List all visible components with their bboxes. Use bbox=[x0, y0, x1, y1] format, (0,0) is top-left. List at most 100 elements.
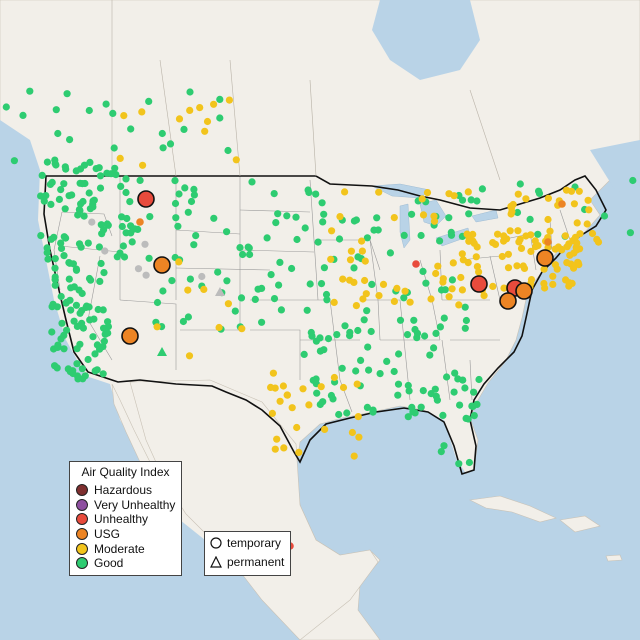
monitor-points[interactable] bbox=[2, 87, 637, 550]
good-monitor[interactable] bbox=[473, 197, 481, 205]
good-monitor[interactable] bbox=[127, 125, 135, 133]
good-monitor[interactable] bbox=[78, 289, 86, 298]
offline-monitor[interactable] bbox=[88, 218, 96, 226]
good-monitor[interactable] bbox=[373, 214, 381, 222]
moderate-monitor[interactable] bbox=[464, 259, 472, 267]
good-monitor[interactable] bbox=[383, 357, 391, 365]
good-monitor[interactable] bbox=[403, 331, 412, 339]
moderate-monitor[interactable] bbox=[295, 448, 303, 456]
moderate-monitor[interactable] bbox=[328, 227, 336, 235]
moderate-monitor[interactable] bbox=[354, 413, 362, 421]
good-monitor[interactable] bbox=[95, 243, 103, 251]
good-monitor[interactable] bbox=[324, 335, 333, 343]
moderate-monitor[interactable] bbox=[570, 264, 578, 272]
good-monitor[interactable] bbox=[467, 196, 475, 204]
moderate-monitor[interactable] bbox=[390, 297, 398, 305]
moderate-monitor[interactable] bbox=[339, 275, 347, 283]
good-monitor[interactable] bbox=[53, 303, 62, 311]
good-monitor[interactable] bbox=[277, 306, 285, 314]
moderate-monitor[interactable] bbox=[175, 115, 184, 123]
moderate-monitor[interactable] bbox=[279, 382, 287, 390]
moderate-monitor[interactable] bbox=[352, 302, 360, 310]
good-monitor[interactable] bbox=[216, 114, 224, 122]
moderate-monitor[interactable] bbox=[379, 280, 388, 288]
moderate-monitor[interactable] bbox=[573, 239, 581, 247]
moderate-monitor[interactable] bbox=[549, 280, 557, 288]
moderate-monitor[interactable] bbox=[449, 259, 457, 267]
good-monitor[interactable] bbox=[448, 276, 456, 284]
good-monitor[interactable] bbox=[86, 158, 94, 166]
good-monitor[interactable] bbox=[43, 249, 51, 257]
good-monitor[interactable] bbox=[128, 238, 136, 246]
good-monitor[interactable] bbox=[43, 158, 52, 166]
good-monitor[interactable] bbox=[122, 188, 130, 197]
moderate-monitor[interactable] bbox=[358, 237, 366, 245]
moderate-monitor[interactable] bbox=[472, 253, 480, 261]
good-monitor[interactable] bbox=[119, 242, 127, 250]
good-monitor[interactable] bbox=[37, 232, 45, 240]
good-monitor[interactable] bbox=[136, 176, 144, 184]
good-monitor[interactable] bbox=[363, 403, 371, 411]
moderate-monitor[interactable] bbox=[215, 323, 223, 332]
good-monitor[interactable] bbox=[341, 322, 349, 330]
good-monitor[interactable] bbox=[376, 370, 384, 378]
good-monitor[interactable] bbox=[92, 165, 100, 173]
good-monitor[interactable] bbox=[408, 210, 416, 218]
good-monitor[interactable] bbox=[626, 229, 635, 237]
moderate-monitor[interactable] bbox=[393, 284, 401, 292]
good-monitor[interactable] bbox=[319, 398, 327, 406]
moderate-monitor[interactable] bbox=[551, 261, 560, 269]
good-monitor[interactable] bbox=[96, 172, 105, 180]
good-monitor[interactable] bbox=[60, 252, 68, 260]
good-monitor[interactable] bbox=[405, 387, 413, 395]
good-monitor[interactable] bbox=[74, 375, 82, 383]
moderate-monitor[interactable] bbox=[225, 96, 233, 104]
moderate-monitor[interactable] bbox=[232, 156, 240, 164]
good-monitor[interactable] bbox=[303, 306, 311, 314]
good-monitor[interactable] bbox=[85, 189, 93, 197]
good-monitor[interactable] bbox=[419, 387, 427, 395]
good-monitor[interactable] bbox=[159, 287, 167, 295]
moderate-monitor[interactable] bbox=[305, 401, 313, 409]
moderate-monitor[interactable] bbox=[203, 117, 212, 126]
moderate-monitor[interactable] bbox=[210, 100, 218, 108]
good-monitor[interactable] bbox=[312, 190, 320, 198]
good-monitor[interactable] bbox=[335, 410, 343, 419]
moderate-monitor[interactable] bbox=[563, 243, 571, 251]
good-monitor[interactable] bbox=[470, 412, 478, 420]
good-monitor[interactable] bbox=[63, 90, 71, 98]
moderate-monitor[interactable] bbox=[358, 247, 366, 255]
good-monitor[interactable] bbox=[223, 277, 231, 285]
moderate-monitor[interactable] bbox=[498, 252, 506, 261]
moderate-monitor[interactable] bbox=[522, 195, 530, 203]
moderate-monitor[interactable] bbox=[544, 215, 552, 224]
good-monitor[interactable] bbox=[231, 307, 239, 315]
good-monitor[interactable] bbox=[171, 199, 180, 208]
moderate-monitor[interactable] bbox=[551, 245, 559, 253]
good-monitor[interactable] bbox=[322, 290, 331, 299]
good-monitor[interactable] bbox=[10, 157, 18, 165]
good-monitor[interactable] bbox=[145, 97, 153, 105]
moderate-monitor[interactable] bbox=[566, 251, 574, 259]
good-monitor[interactable] bbox=[110, 144, 118, 152]
good-monitor[interactable] bbox=[248, 178, 256, 186]
good-monitor[interactable] bbox=[60, 180, 68, 188]
good-monitor[interactable] bbox=[66, 136, 74, 144]
good-monitor[interactable] bbox=[369, 408, 377, 416]
good-monitor[interactable] bbox=[96, 184, 105, 192]
good-monitor[interactable] bbox=[317, 280, 326, 288]
moderate-monitor[interactable] bbox=[280, 444, 288, 452]
moderate-monitor[interactable] bbox=[139, 161, 147, 169]
moderate-monitor[interactable] bbox=[480, 292, 488, 300]
moderate-monitor[interactable] bbox=[504, 264, 513, 272]
moderate-monitor[interactable] bbox=[238, 325, 246, 333]
moderate-monitor[interactable] bbox=[355, 433, 363, 441]
good-monitor[interactable] bbox=[181, 184, 189, 192]
good-monitor[interactable] bbox=[97, 259, 105, 268]
moderate-monitor[interactable] bbox=[293, 423, 301, 432]
moderate-monitor[interactable] bbox=[500, 284, 508, 292]
moderate-monitor[interactable] bbox=[419, 211, 428, 219]
offline-monitor[interactable] bbox=[141, 240, 149, 248]
good-monitor[interactable] bbox=[192, 232, 200, 240]
moderate-monitor[interactable] bbox=[544, 194, 553, 202]
